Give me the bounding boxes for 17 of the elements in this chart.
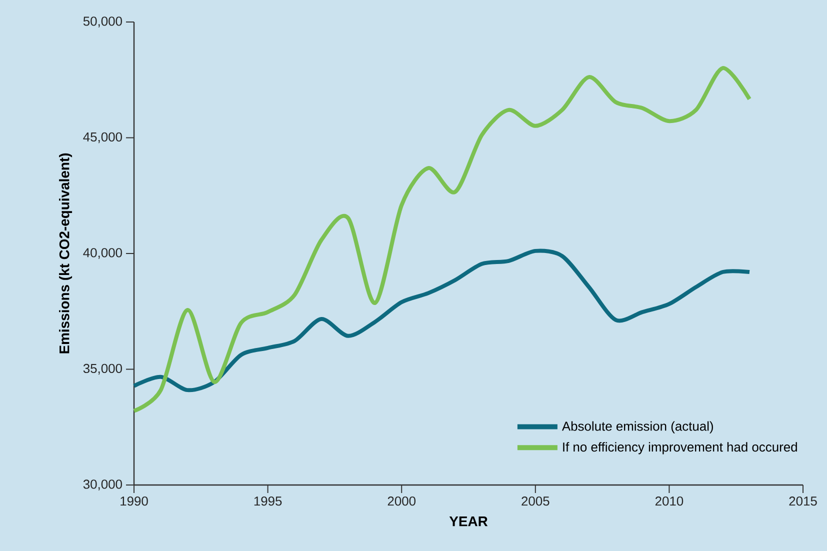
x-tick-label: 1990	[120, 496, 148, 506]
y-tick-label: 30,000	[83, 480, 122, 490]
legend-label: If no efficiency improvement had occured	[563, 442, 797, 454]
y-tick-label: 50,000	[83, 16, 122, 28]
x-tick-label: 1995	[254, 496, 282, 506]
y-tick-label: 45,000	[83, 132, 122, 144]
legend-label: Absolute emission (actual)	[562, 421, 713, 434]
y-tick-label: 35,000	[83, 364, 122, 375]
x-axis-title: YEAR	[449, 516, 488, 526]
y-tick-label: 40,000	[83, 248, 122, 259]
line-series	[132, 66, 752, 413]
y-axis-title: Emissions (kt CO2-equivalent)	[59, 153, 72, 354]
line-series	[132, 248, 752, 392]
x-tick-label: 2005	[522, 496, 550, 506]
x-tick-label: 2015	[789, 496, 817, 506]
x-tick-label: 2000	[388, 496, 416, 506]
x-tick-label: 2010	[655, 496, 684, 506]
